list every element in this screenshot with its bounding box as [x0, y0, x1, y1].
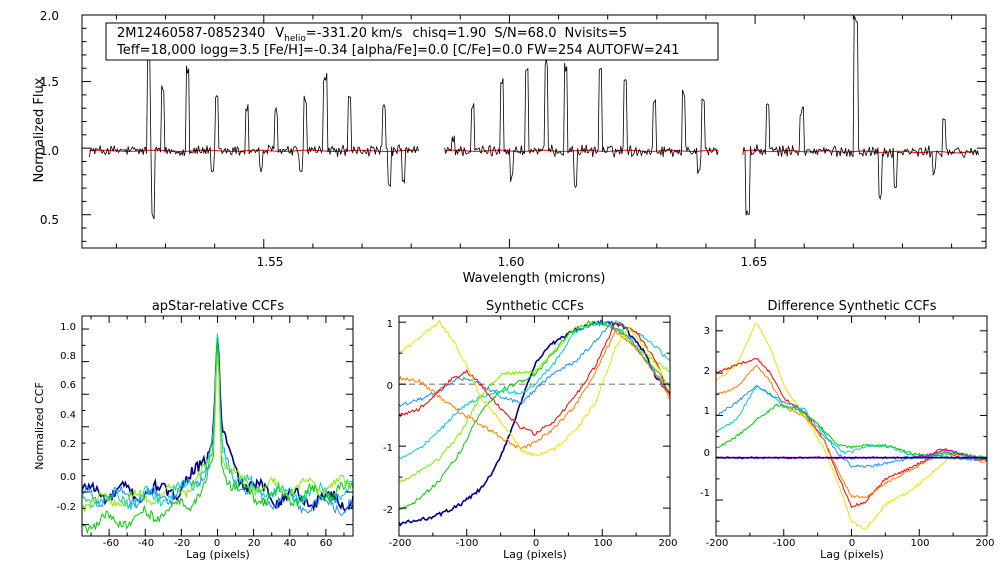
apstar-series-visit-4: [81, 338, 354, 535]
apstar-plot-area: [81, 333, 354, 535]
spectrum-xtick-2: 1.65: [741, 255, 768, 269]
synthetic-series-orange: [398, 328, 671, 450]
spectrum-line-segment-0: [89, 54, 419, 220]
synthetic-plot-area: [398, 319, 671, 527]
difference-ticks: [715, 316, 988, 536]
apstar-ticks: [82, 316, 353, 536]
v-value: =-331.20 km/s: [306, 26, 403, 41]
chisq: chisq=1.90: [412, 26, 486, 41]
apstar-ytick-0.4: 0.4: [60, 410, 76, 421]
spectrum-ytick-2: 1.5: [40, 75, 59, 89]
difference-ytick-neg1: -1: [700, 488, 710, 499]
spectrum-xlabel: Wavelength (microns): [463, 271, 606, 286]
apstar-ytick-0.6: 0.6: [60, 380, 76, 391]
synthetic-frame: [398, 315, 671, 537]
apstar-ytick-0.0: 0.0: [60, 472, 76, 483]
apstar-xtick-neg20: -20: [174, 538, 190, 549]
difference-xtick-0: 0: [849, 538, 855, 549]
difference-series-yellow: [715, 323, 988, 531]
difference-plot-area: [715, 323, 988, 531]
difference-panel: Difference Synthetic CCFs 3 2 1 0 -1 -20…: [700, 299, 995, 561]
apstar-series-visit-1: [81, 337, 354, 513]
apstar-xtick-60: 60: [320, 538, 333, 549]
difference-xtick-neg200: -200: [706, 538, 729, 549]
apstar-ytick-neg0.2: -0.2: [56, 502, 76, 513]
synthetic-ytick-neg2: -2: [383, 505, 393, 516]
apstar-series-visit-5: [81, 353, 353, 512]
spectrum-info-line-1: 2M12460587-0852340 Vhelio=-331.20 km/s chi…: [117, 26, 627, 44]
difference-xlabel: Lag (pixels): [820, 548, 884, 561]
synthetic-series-cyan: [398, 320, 671, 459]
apstar-ytick-0.8: 0.8: [60, 351, 76, 362]
difference-xtick-100: 100: [910, 538, 929, 549]
spectrum-xtick-0: 1.55: [257, 255, 284, 269]
apstar-series-visit-2: [81, 337, 354, 516]
difference-ytick-2: 2: [704, 366, 710, 377]
difference-series-red: [715, 357, 988, 508]
difference-frame: [715, 315, 988, 537]
apstar-ylabel: Normalized CCF: [33, 382, 46, 470]
spectrum-xtick-1: 1.60: [498, 255, 525, 269]
spectrum-info-box: [105, 22, 719, 61]
difference-xtick-200: 200: [975, 538, 994, 549]
apstar-xtick-40: 40: [284, 538, 297, 549]
synthetic-ytick-neg1: -1: [383, 443, 393, 454]
apstar-xtick-neg60: -60: [103, 538, 119, 549]
spectrum-ytick-1: 1.0: [40, 144, 59, 158]
spectrum-plot-area: [89, 15, 979, 220]
difference-ytick-1: 1: [704, 406, 710, 417]
synthetic-series-lime: [398, 319, 671, 483]
nvisits: Nvisits=5: [565, 26, 627, 41]
difference-xtick-neg100: -100: [773, 538, 796, 549]
apstar-xlabel: Lag (pixels): [186, 548, 250, 561]
apstar-xtick-neg40: -40: [138, 538, 154, 549]
difference-series-green: [715, 403, 988, 459]
synthetic-series-green: [398, 320, 671, 511]
synthetic-xtick-0: 0: [533, 538, 539, 549]
spectrum-ytick-3: 2.0: [40, 9, 59, 23]
synthetic-series-yellow: [398, 319, 671, 457]
v-subscript: helio: [284, 34, 306, 44]
synthetic-series-navy: [398, 319, 671, 527]
difference-ytick-0: 0: [704, 448, 710, 459]
synthetic-xtick-100: 100: [593, 538, 612, 549]
synthetic-xtick-200: 200: [658, 538, 677, 549]
synthetic-xtick-neg200: -200: [389, 538, 412, 549]
difference-ytick-3: 3: [704, 326, 710, 337]
v-label: V: [275, 26, 284, 41]
synthetic-panel: Synthetic CCFs 1 0 -1 -2 -200 -100 0 100…: [383, 299, 678, 561]
synthetic-ytick-0: 0: [387, 381, 393, 392]
spectrum-line-segment-2: [742, 15, 979, 216]
synthetic-xtick-neg100: -100: [456, 538, 479, 549]
spectrum-panel: 0.5 1.0 1.5 2.0 1.55 1.60 1.65 Wavelengt…: [32, 9, 987, 286]
apstar-panel: apStar-relative CCFs 1.0 0.8 0.6 0.4 0.2…: [33, 299, 354, 561]
spectrum-ytick-0: 0.5: [40, 213, 59, 227]
spectrum-line-segment-1: [444, 59, 719, 188]
difference-title: Difference Synthetic CCFs: [767, 299, 936, 314]
spectrum-ylabel: Normalized Flux: [32, 77, 47, 182]
spectrum-frame: [81, 14, 987, 249]
apstar-title: apStar-relative CCFs: [152, 299, 285, 314]
apstar-ytick-1.0: 1.0: [60, 322, 76, 333]
difference-series-blue: [715, 385, 988, 469]
spectrum-info-line-2: Teff=18,000 logg=3.5 [Fe/H]=-0.34 [alpha…: [116, 43, 680, 58]
synthetic-title: Synthetic CCFs: [486, 299, 584, 314]
synthetic-xlabel: Lag (pixels): [503, 548, 567, 561]
star-id: 2M12460587-0852340: [117, 26, 265, 41]
apstar-xtick-20: 20: [248, 538, 261, 549]
snr: S/N=68.0: [494, 26, 556, 41]
synthetic-series-red: [398, 322, 671, 437]
apstar-xtick-0: 0: [214, 538, 220, 549]
synthetic-ytick-1: 1: [387, 319, 393, 330]
synthetic-ticks: [398, 316, 671, 536]
apstar-ytick-0.2: 0.2: [60, 439, 76, 450]
